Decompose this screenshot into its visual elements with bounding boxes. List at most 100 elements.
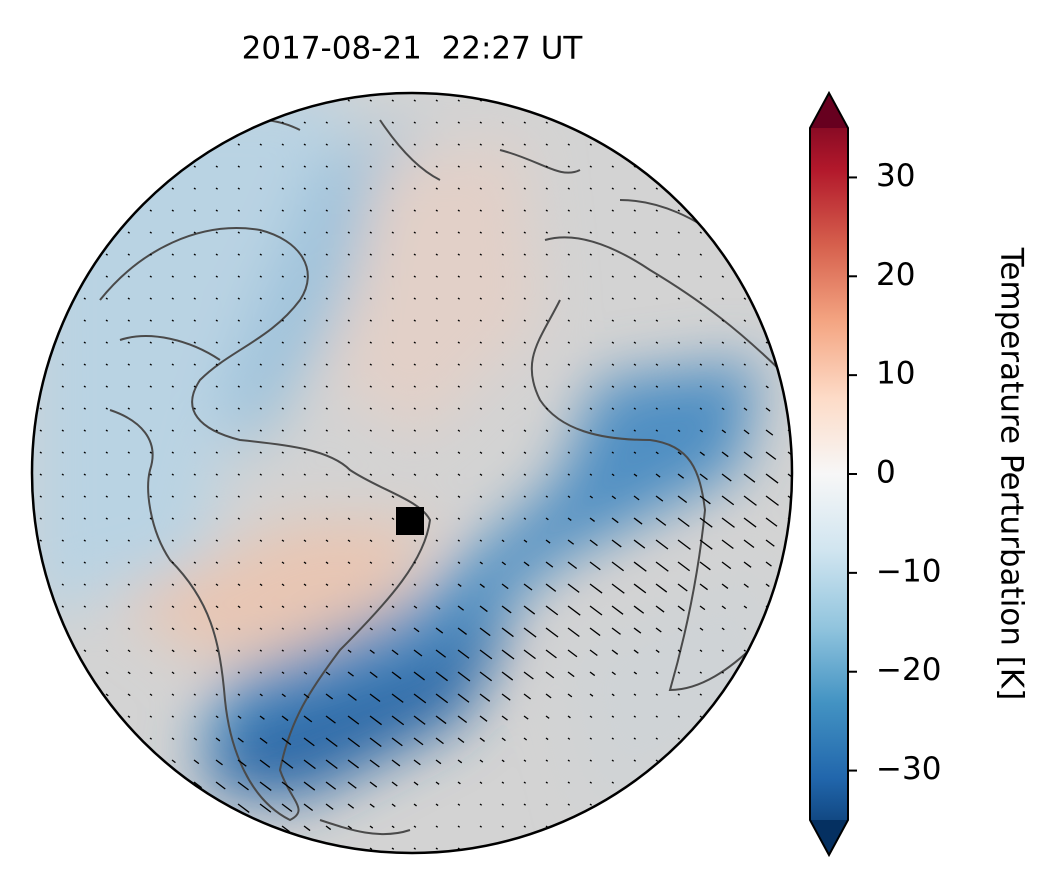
wind-vector bbox=[479, 737, 485, 742]
wind-vector bbox=[501, 165, 504, 168]
wind-vector bbox=[589, 363, 593, 366]
wind-vector bbox=[677, 715, 681, 718]
wind-vector bbox=[435, 385, 439, 388]
wind-vector bbox=[105, 231, 108, 234]
wind-vector bbox=[655, 803, 659, 806]
wind-vector bbox=[215, 737, 221, 742]
wind-vector bbox=[369, 715, 382, 726]
wind-vector bbox=[589, 99, 592, 102]
wind-vector bbox=[83, 649, 87, 652]
wind-vector bbox=[523, 605, 536, 615]
wind-vector bbox=[787, 759, 790, 762]
wind-vector bbox=[105, 649, 109, 653]
wind-vector bbox=[237, 363, 240, 366]
wind-vector bbox=[567, 517, 572, 521]
wind-vector bbox=[765, 671, 769, 674]
wind-vector bbox=[545, 341, 549, 344]
wind-vector bbox=[61, 671, 65, 675]
wind-vector bbox=[391, 737, 403, 747]
wind-vector bbox=[281, 825, 290, 833]
wind-vector bbox=[391, 561, 395, 564]
wind-vector bbox=[435, 451, 439, 454]
wind-vector bbox=[105, 143, 108, 146]
wind-vector bbox=[677, 627, 683, 632]
wind-vector bbox=[501, 275, 504, 278]
wind-vector bbox=[149, 737, 153, 740]
wind-vector bbox=[545, 649, 557, 659]
wind-vector bbox=[743, 715, 747, 718]
wind-vector bbox=[523, 429, 527, 432]
wind-vector bbox=[633, 451, 637, 454]
wind-vector bbox=[611, 715, 615, 718]
wind-vector bbox=[457, 407, 461, 410]
wind-vector bbox=[699, 165, 702, 168]
wind-vector bbox=[523, 583, 533, 591]
wind-vector bbox=[61, 627, 65, 630]
wind-vector bbox=[479, 671, 493, 682]
wind-vector bbox=[765, 759, 769, 762]
wind-vector bbox=[699, 363, 703, 366]
wind-vector bbox=[39, 341, 42, 344]
wind-vector bbox=[325, 649, 329, 653]
wind-vector bbox=[83, 539, 86, 542]
wind-vector bbox=[171, 165, 174, 168]
wind-vector bbox=[435, 297, 438, 300]
wind-vector bbox=[193, 649, 197, 653]
wind-vector bbox=[479, 429, 483, 432]
wind-vector bbox=[413, 341, 416, 344]
wind-vector bbox=[633, 671, 638, 675]
wind-vector bbox=[655, 539, 669, 550]
wind-vector bbox=[391, 319, 394, 322]
wind-vector bbox=[149, 99, 152, 102]
wind-vector bbox=[413, 803, 417, 807]
wind-vector bbox=[655, 121, 658, 124]
wind-vector bbox=[787, 165, 790, 168]
wind-vector bbox=[391, 693, 404, 703]
wind-vector bbox=[611, 407, 615, 410]
wind-vector bbox=[325, 847, 330, 851]
wind-vector bbox=[765, 495, 779, 506]
wind-vector bbox=[633, 187, 636, 190]
wind-vector bbox=[281, 231, 284, 234]
wind-vector bbox=[721, 561, 732, 570]
wind-vector bbox=[457, 165, 460, 168]
wind-vector bbox=[325, 187, 328, 190]
wind-vector bbox=[61, 121, 64, 124]
wind-vector bbox=[457, 429, 461, 432]
wind-vector bbox=[677, 319, 681, 322]
wind-vector bbox=[655, 165, 658, 168]
wind-vector bbox=[589, 627, 601, 637]
wind-vector bbox=[391, 473, 395, 476]
wind-vector bbox=[479, 539, 483, 542]
wind-vector bbox=[721, 121, 724, 124]
wind-vector bbox=[545, 253, 548, 256]
wind-vector bbox=[193, 671, 197, 674]
wind-vector bbox=[127, 649, 131, 653]
wind-vector bbox=[259, 165, 262, 168]
wind-vector bbox=[589, 737, 593, 740]
wind-vector bbox=[655, 561, 669, 572]
wind-vector bbox=[589, 759, 592, 762]
wind-vector bbox=[325, 803, 334, 810]
wind-vector bbox=[721, 407, 725, 411]
wind-vector bbox=[215, 341, 218, 344]
wind-vector bbox=[193, 715, 197, 718]
wind-vector bbox=[369, 297, 372, 300]
wind-vector bbox=[369, 143, 372, 146]
wind-vector bbox=[457, 715, 468, 724]
wind-vector bbox=[105, 561, 109, 564]
wind-vector bbox=[765, 385, 769, 389]
wind-vector bbox=[237, 187, 240, 190]
wind-vector bbox=[215, 121, 218, 124]
wind-vector bbox=[369, 275, 372, 278]
wind-vector bbox=[567, 803, 571, 806]
wind-vector bbox=[501, 847, 505, 850]
wind-vector bbox=[391, 165, 394, 168]
wind-vector bbox=[523, 319, 526, 322]
wind-vector bbox=[457, 253, 460, 256]
wind-vector bbox=[303, 231, 306, 234]
wind-vector bbox=[105, 407, 108, 410]
location-marker bbox=[396, 507, 424, 535]
wind-vector bbox=[83, 297, 86, 300]
wind-vector bbox=[127, 121, 130, 124]
